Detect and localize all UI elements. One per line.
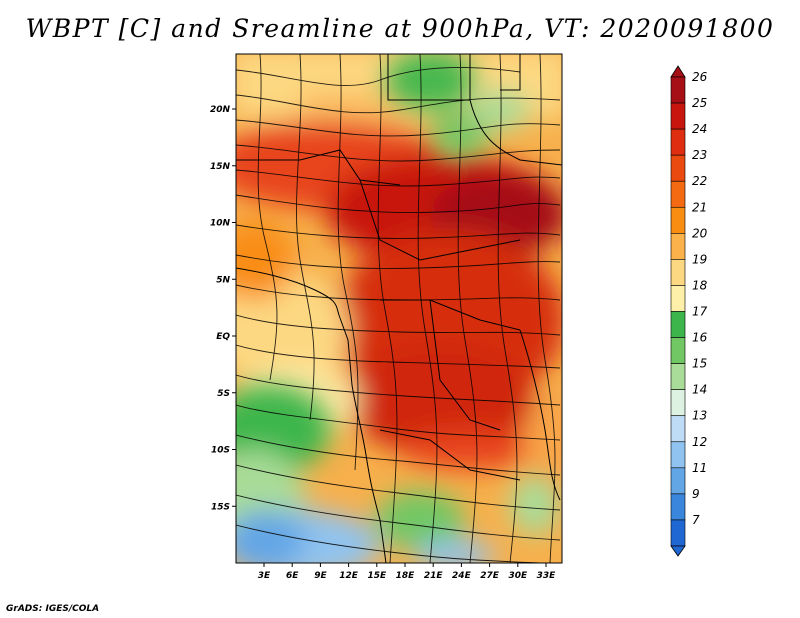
- colorbar-swatch: [670, 363, 686, 390]
- lon-tick-label: 12E: [339, 571, 359, 581]
- colorbar-swatch: [670, 259, 686, 286]
- colorbar-label: 21: [692, 200, 707, 214]
- colorbar-swatch: [670, 389, 686, 417]
- lon-tick-label: 33E: [537, 571, 557, 581]
- colorbar-label: 17: [692, 305, 708, 319]
- colorbar-bottom-arrow: [670, 545, 686, 557]
- colorbar-label: 9: [692, 487, 700, 501]
- colorbar: 26 25 24 23 22 21 20 19 18 17 16 15 14 13 12 11 9 7: [670, 65, 708, 557]
- coastline-borders: [236, 54, 562, 563]
- colorbar-label: 24: [692, 122, 707, 136]
- lat-tick-label: 10S: [211, 446, 230, 456]
- colorbar-label: 18: [692, 278, 708, 292]
- colorbar-label: 15: [692, 357, 707, 371]
- colorbar-label: 19: [692, 252, 707, 266]
- lon-tick-label: 9E: [314, 571, 327, 581]
- colorbar-label: 7: [692, 513, 700, 527]
- colorbar-label: 13: [692, 409, 707, 423]
- lat-tick-label: 15S: [211, 502, 230, 512]
- lon-tick-label: 21E: [424, 571, 444, 581]
- colorbar-label: 25: [692, 96, 707, 110]
- colorbar-label: 23: [692, 148, 707, 162]
- lon-tick-label: 30E: [508, 571, 528, 581]
- colorbar-swatch: [670, 337, 686, 364]
- plot-frame: [235, 53, 563, 564]
- lon-tick-label: 6E: [286, 571, 299, 581]
- colorbar-swatch: [670, 154, 686, 182]
- colorbar-swatch: [670, 311, 686, 338]
- lat-tick-label: 5S: [217, 389, 230, 399]
- colorbar-swatch: [670, 285, 686, 312]
- lon-tick-label: 3E: [258, 571, 271, 581]
- colorbar-swatch: [670, 76, 686, 104]
- lat-tick-label: 20N: [210, 105, 231, 115]
- footer-credit: GrADS: IGES/COLA: [6, 604, 100, 614]
- colorbar-swatch: [670, 519, 686, 547]
- lon-tick-label: 24E: [452, 571, 472, 581]
- streamlines: [236, 54, 561, 563]
- colorbar-swatch: [670, 128, 686, 156]
- chart-title: WBPT [C] and Sreamline at 900hPa, VT: 20…: [25, 14, 775, 43]
- lat-tick-label: 15N: [210, 162, 231, 172]
- lon-tick-label: 15E: [367, 571, 387, 581]
- colorbar-swatch: [670, 233, 686, 260]
- colorbar-swatch: [670, 102, 686, 130]
- colorbar-label: 14: [692, 383, 707, 397]
- colorbar-swatch: [670, 415, 686, 443]
- colorbar-swatch: [670, 441, 686, 469]
- lat-tick-label: 5N: [216, 275, 230, 285]
- colorbar-label: 20: [692, 226, 708, 240]
- lat-axis: 20N 15N 10N 5N EQ 5S 10S 15S: [210, 105, 236, 512]
- colorbar-swatch: [670, 493, 686, 521]
- colorbar-top-arrow: [670, 65, 686, 78]
- colorbar-label: 26: [692, 70, 708, 84]
- colorbar-label: 16: [692, 331, 708, 345]
- colorbar-swatch: [670, 206, 686, 234]
- colorbar-swatch: [670, 180, 686, 208]
- lon-tick-label: 18E: [396, 571, 416, 581]
- colorbar-label: 12: [692, 435, 707, 449]
- lat-tick-label: EQ: [216, 332, 230, 342]
- lon-tick-label: 27E: [480, 571, 500, 581]
- colorbar-swatch: [670, 467, 686, 495]
- colorbar-label: 11: [692, 461, 707, 475]
- lat-tick-label: 10N: [210, 219, 231, 229]
- wbpt-field: [236, 54, 562, 563]
- lon-axis: 3E 6E 9E 12E 15E 18E 21E 24E 27E 30E 33E: [258, 563, 556, 581]
- colorbar-label: 22: [692, 174, 707, 188]
